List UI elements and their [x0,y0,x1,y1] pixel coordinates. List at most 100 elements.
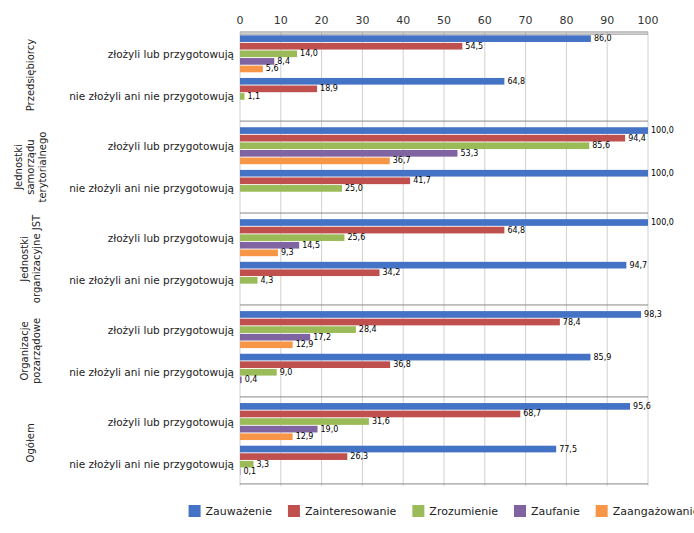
group-separator [240,34,648,35]
chart: 010203040506070809010086,054,514,08,45,6… [0,0,694,533]
bar [240,158,390,165]
data-label: 95,6 [633,402,651,411]
x-tick-label: 50 [437,14,451,27]
legend-swatch [514,505,526,517]
data-label: 26,3 [350,452,368,461]
legend-swatch [189,505,201,517]
y-tick-label: złożyli lub przygotowują [108,48,234,60]
legend-item: Zauważenie [189,505,273,518]
bar [240,403,630,410]
data-label: 98,3 [644,310,662,319]
grid-line [607,32,608,486]
bar [240,135,625,142]
data-label: 100,0 [651,169,674,178]
y-tick-label: nie złożyli ani nie przygotowują [69,90,234,102]
bar [240,468,241,475]
data-labels: 86,054,514,08,45,664,818,91,1100,094,485… [243,34,673,476]
legend-item: Zrozumienie [412,505,498,518]
group-separator [240,304,648,305]
data-label: 18,9 [320,84,338,93]
data-label: 86,0 [594,34,612,43]
legend-label: Zainteresowanie [305,505,397,518]
group-separator [240,213,648,214]
data-label: 14,5 [302,241,320,250]
y-tick-label: nie złożyli ani nie przygotowują [69,182,234,194]
bar [240,262,626,269]
data-label: 25,6 [347,233,365,242]
grid-line [444,32,445,486]
bar [240,142,589,149]
bar [240,354,590,361]
legend-item: Zaufanie [514,505,580,518]
data-label: 28,4 [359,325,377,334]
bar [240,185,342,192]
y-tick-label: złożyli lub przygotowują [108,416,234,428]
legend-label: Zaufanie [531,505,580,518]
group-label: Organizacjepozarządowe [19,318,42,384]
data-label: 0,1 [243,467,256,476]
bar [240,250,278,257]
bar [240,234,344,241]
grid-line [648,32,649,486]
x-tick-label: 10 [274,14,288,27]
bar [240,43,462,50]
x-tick-label: 90 [600,14,614,27]
data-label: 1,1 [247,92,260,101]
legend-swatch [412,505,424,517]
group-separator [240,396,648,397]
group-separator [240,121,648,122]
bar [240,341,293,348]
data-label: 9,0 [280,368,293,377]
y-tick-label: złożyli lub przygotowują [108,232,234,244]
data-label: 53,3 [460,149,478,158]
bars [240,35,648,475]
bar [240,326,356,333]
legend-label: Zrozumienie [429,505,498,518]
grid-line [362,32,363,486]
bar [240,219,648,226]
data-label: 4,3 [261,276,274,285]
group-label: Przedsiębiorcy [25,39,36,111]
legend: Zauważenie Zainteresowanie Zrozumienie Zauf… [189,505,694,518]
bar [240,319,560,326]
x-tick-label: 0 [237,14,244,27]
bar [240,311,641,318]
bar [240,433,293,440]
data-label: 64,8 [507,226,525,235]
data-label: 31,6 [372,417,390,426]
x-tick-label: 40 [396,14,410,27]
data-label: 19,0 [321,425,339,434]
data-label: 14,0 [300,49,318,58]
data-label: 94,4 [628,134,646,143]
data-label: 68,7 [523,409,541,418]
separators [240,34,648,484]
bar [240,127,648,134]
x-axis-line [240,32,648,33]
bar [240,78,504,85]
data-label: 77,5 [559,445,577,454]
data-label: 54,5 [465,42,483,51]
bar [240,177,410,184]
legend-swatch [288,505,300,517]
x-tick-label: 20 [315,14,329,27]
bar [240,277,258,284]
y-tick-label: złożyli lub przygotowują [108,324,234,336]
data-label: 17,2 [313,333,331,342]
x-tick-label: 100 [638,14,659,27]
data-label: 36,8 [393,360,411,369]
data-label: 12,9 [296,340,314,349]
legend-label: Zauważenie [206,505,273,518]
grid-line [280,32,281,486]
data-label: 94,7 [629,261,647,270]
x-tick-label: 80 [559,14,573,27]
group-label: Jednostkiorganizacyjne JST [19,214,42,303]
data-label: 12,9 [296,432,314,441]
data-label: 78,4 [563,318,581,327]
data-label: 64,8 [507,77,525,86]
bar [240,227,504,234]
grid [240,32,648,486]
data-label: 8,4 [277,57,290,66]
grid-line [321,32,322,486]
legend-item: Zainteresowanie [288,505,397,518]
bar [240,66,263,73]
